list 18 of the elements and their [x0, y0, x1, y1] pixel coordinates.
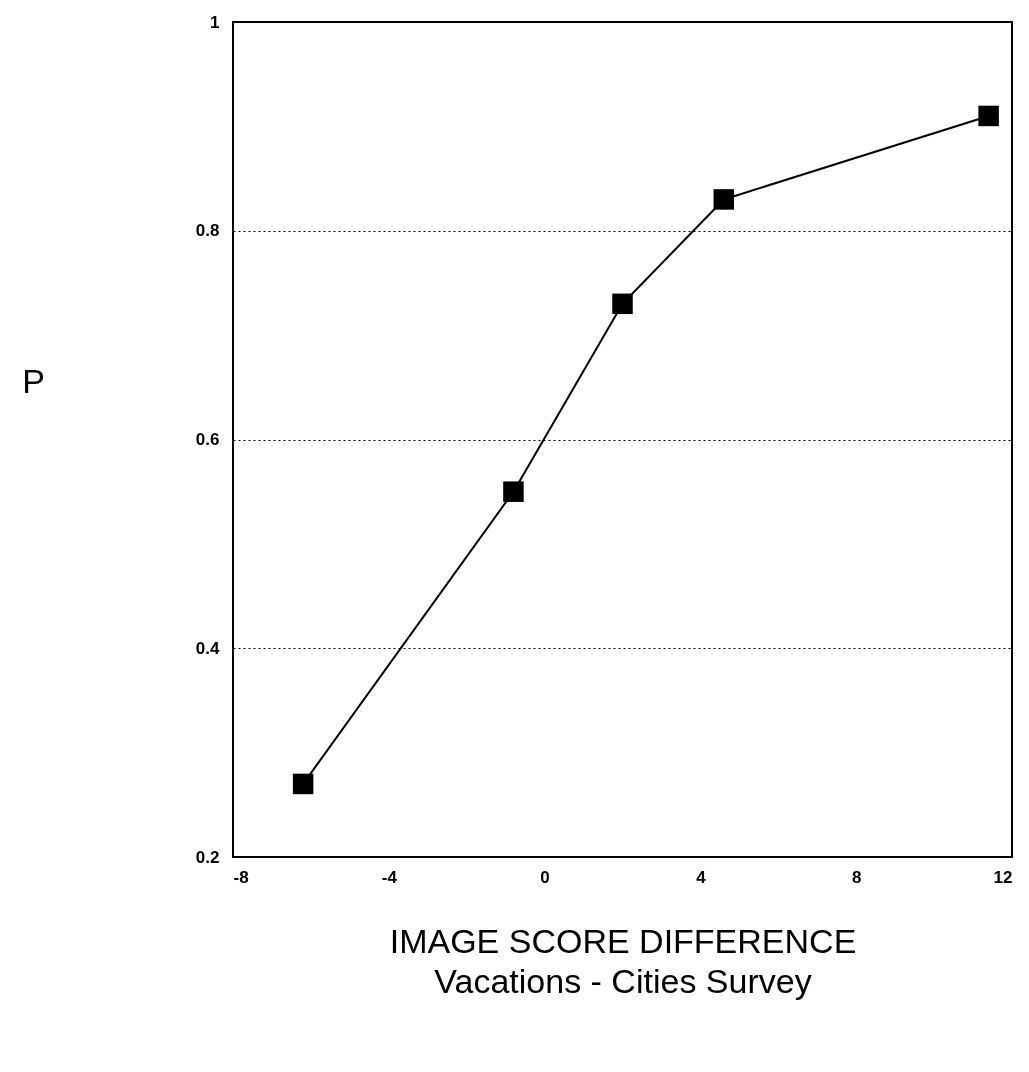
- x-tick-label: 0: [540, 867, 550, 887]
- y-tick-label: 0.4: [195, 638, 221, 658]
- point: [292, 773, 314, 795]
- x-tick-label: 4: [696, 867, 707, 887]
- x-tick-label: 12: [993, 867, 1013, 887]
- y-tick-label: 0.2: [195, 847, 220, 867]
- point: [612, 293, 633, 315]
- y-tick-label: 0.8: [195, 221, 220, 241]
- x-tick-label: -4: [381, 867, 398, 887]
- point: [978, 105, 999, 127]
- x-axis-title: IMAGE SCORE DIFFERENCE Vacations - Cities Survey: [389, 921, 857, 1000]
- x-tick-label: 8: [851, 867, 862, 887]
- point: [503, 481, 524, 502]
- x-tick-label: -8: [233, 867, 249, 887]
- y-tick-label: 1: [210, 12, 220, 32]
- y-tick-label: 0.6: [195, 430, 220, 449]
- point: [713, 189, 735, 210]
- y-axis-title: P: [22, 361, 45, 400]
